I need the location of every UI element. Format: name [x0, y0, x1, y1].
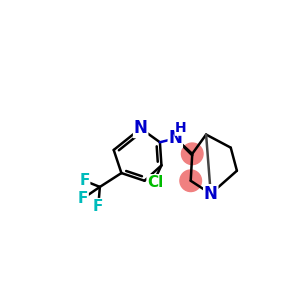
Text: F: F — [93, 199, 104, 214]
Circle shape — [180, 170, 202, 191]
Text: Cl: Cl — [147, 175, 164, 190]
Circle shape — [182, 143, 203, 165]
Text: N: N — [168, 129, 182, 147]
Text: F: F — [79, 173, 90, 188]
Text: N: N — [134, 119, 148, 137]
Text: H: H — [175, 122, 187, 135]
Text: N: N — [204, 185, 218, 203]
Text: F: F — [78, 191, 88, 206]
